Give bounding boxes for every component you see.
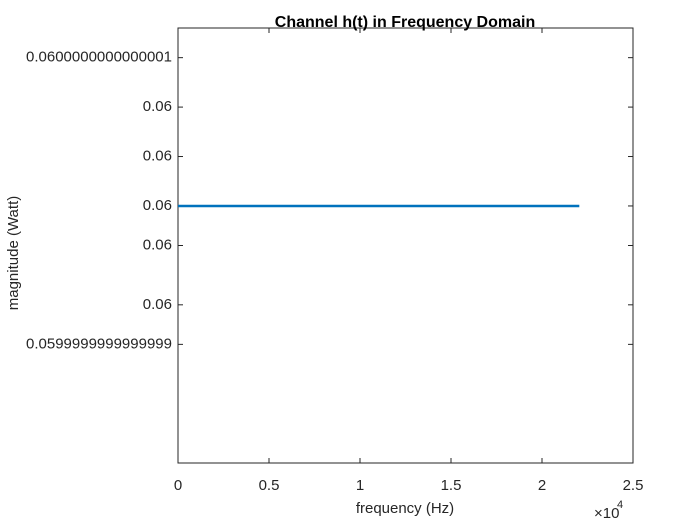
y-tick-label: 0.0599999999999999	[26, 335, 172, 352]
x-tick-label: 1	[356, 477, 364, 494]
y-tick-label: 0.06	[143, 98, 172, 115]
x-tick-label: 0.5	[259, 477, 280, 494]
y-tick-label: 0.0600000000000001	[26, 49, 172, 66]
y-tick-label: 0.06	[143, 236, 172, 253]
y-axis-label: magnitude (Watt)	[5, 196, 22, 311]
x-axis-label: frequency (Hz)	[356, 500, 454, 517]
x-tick-label: 2	[538, 477, 546, 494]
y-tick-label: 0.06	[143, 197, 172, 214]
y-tick-label: 0.06	[143, 147, 172, 164]
x-tick-label: 1.5	[441, 477, 462, 494]
y-tick-label: 0.06	[143, 296, 172, 313]
axes-box	[177, 27, 634, 464]
x-multiplier: ×10	[594, 505, 619, 522]
x-tick-label: 2.5	[623, 477, 644, 494]
x-tick-label: 0	[174, 477, 182, 494]
x-multiplier-exponent: 4	[617, 499, 623, 511]
chart-title: Channel h(t) in Frequency Domain	[275, 14, 535, 31]
